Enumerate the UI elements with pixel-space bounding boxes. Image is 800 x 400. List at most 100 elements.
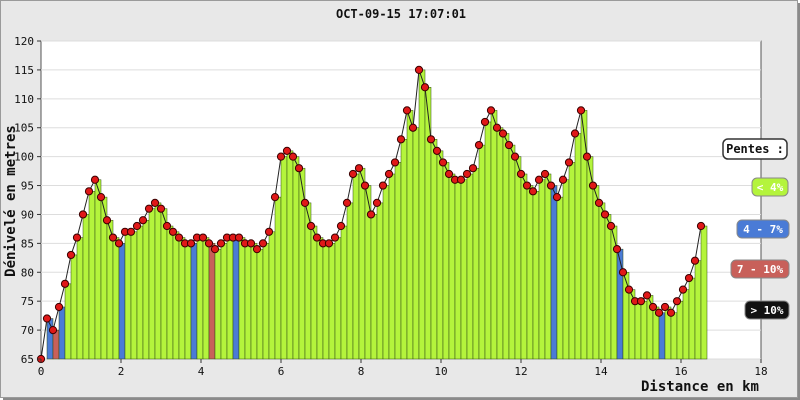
profile-point (672, 297, 682, 306)
y-tick-label: 120 (14, 35, 34, 48)
profile-point (324, 239, 334, 248)
profile-bar (514, 156, 522, 360)
profile-point (498, 129, 508, 138)
x-tick-label: 2 (118, 365, 125, 378)
profile-bar (142, 219, 150, 360)
profile-point (210, 245, 220, 254)
profile-point (444, 169, 454, 179)
y-axis-ticks: 65 70 75 80 85 90 95 100 105 110 115 120 (14, 35, 41, 366)
profile-point (594, 198, 604, 207)
profile-bar (382, 185, 390, 360)
profile-point (588, 181, 598, 190)
profile-bar (64, 283, 72, 360)
profile-bar (172, 231, 180, 360)
profile-bar (226, 237, 234, 360)
profile-point (510, 152, 520, 161)
profile-bar (88, 191, 96, 360)
profile-point (684, 273, 694, 283)
x-tick-label: 0 (38, 365, 45, 378)
profile-bar (574, 133, 582, 360)
profile-bar (616, 248, 624, 360)
profile-bar (472, 167, 480, 360)
profile-point (258, 239, 268, 248)
profile-bar (358, 167, 366, 360)
profile-point (336, 221, 346, 231)
profile-bar (112, 237, 120, 360)
profile-bar (94, 179, 102, 360)
x-axis-label: Distance en km (641, 379, 759, 395)
profile-bar (634, 300, 642, 360)
profile-point (576, 106, 586, 115)
profile-point (102, 216, 112, 225)
profile-point (216, 239, 226, 248)
profile-bar (340, 225, 348, 360)
legend-label-2: 7 - 10% (737, 263, 784, 276)
profile-point (126, 227, 136, 236)
profile-point (66, 250, 76, 260)
profile-point (204, 239, 214, 248)
profile-bar (124, 231, 132, 360)
profile-bar (196, 237, 204, 360)
profile-point (522, 181, 532, 190)
y-tick-label: 95 (21, 180, 34, 193)
profile-bar (190, 243, 198, 360)
profile-point (648, 302, 658, 312)
profile-bar (682, 289, 690, 360)
profile-point (474, 140, 484, 150)
profile-bar (370, 214, 378, 360)
profile-bar (550, 185, 558, 360)
profile-bars (46, 69, 708, 360)
profile-point (666, 308, 676, 317)
profile-bar (460, 179, 468, 360)
profile-bar (178, 237, 186, 360)
profile-point (348, 169, 358, 179)
profile-point (114, 239, 124, 248)
profile-point (558, 175, 568, 184)
profile-bar (232, 237, 240, 360)
profile-bar (130, 231, 138, 360)
profile-point (516, 169, 526, 179)
profile-bar (676, 300, 684, 360)
profile-point (48, 325, 58, 335)
legend-swatch-0 (751, 177, 789, 197)
profile-point (426, 135, 436, 144)
profile-point (642, 291, 652, 300)
y-tick-label: 115 (14, 64, 34, 77)
profile-point (354, 164, 364, 173)
y-tick-label: 65 (21, 353, 34, 366)
y-tick-label: 110 (14, 93, 34, 106)
y-tick-label: 70 (21, 324, 34, 337)
profile-point (42, 314, 52, 323)
profile-point (528, 187, 538, 196)
y-tick-label: 85 (21, 237, 34, 250)
profile-point (492, 123, 502, 132)
profile-bar (394, 162, 402, 360)
profile-bar (166, 225, 174, 360)
profile-point (432, 146, 442, 155)
profile-bar (484, 121, 492, 360)
y-tick-label: 100 (14, 151, 34, 164)
x-axis-ticks: 0 2 4 6 8 10 12 14 16 18 (38, 359, 768, 378)
x-tick-label: 6 (278, 365, 285, 378)
profile-bar (316, 237, 324, 360)
profile-point (624, 285, 634, 294)
profile-point (90, 175, 100, 184)
profile-bar (262, 243, 270, 360)
profile-point (294, 164, 304, 173)
legend-label-1: 4 - 7% (743, 223, 783, 236)
profile-bar (604, 214, 612, 360)
profile-bar (250, 243, 258, 360)
profile-point (366, 210, 376, 219)
profile-point (660, 302, 670, 312)
profile-bar (292, 156, 300, 360)
x-tick-label: 18 (754, 365, 767, 378)
profile-point (570, 129, 580, 138)
profile-bar (592, 185, 600, 360)
legend-swatch-2 (730, 259, 790, 279)
profile-point (636, 297, 646, 306)
profile-point (462, 169, 472, 179)
profile-points (36, 65, 706, 364)
profile-bar (562, 179, 570, 360)
profile-bar (520, 173, 528, 360)
